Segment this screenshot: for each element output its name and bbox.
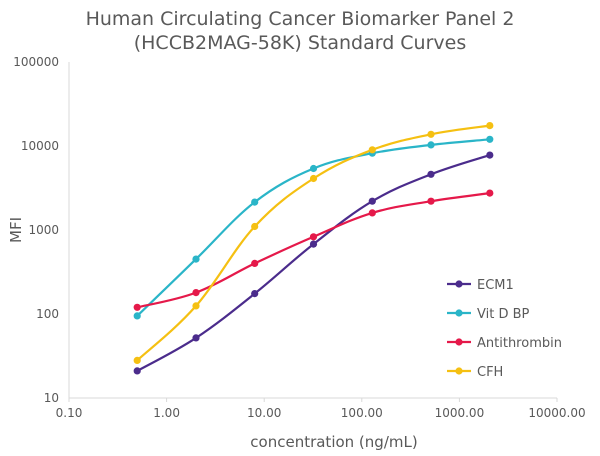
series-line-ecm1 — [136, 154, 491, 372]
series-line-antithrombin — [136, 192, 490, 309]
data-point-ecm1 — [133, 367, 141, 375]
x-tick-label: 0.10 — [56, 406, 83, 420]
data-point-antithrombin — [133, 303, 141, 311]
legend-label-cfh: CFH — [477, 365, 503, 380]
data-point-ecm1 — [368, 197, 376, 205]
data-point-antithrombin — [309, 233, 318, 241]
x-tick-label: 10000.00 — [528, 406, 585, 420]
x-tick-label: 10.00 — [247, 406, 281, 420]
y-tick-label: 1000 — [28, 223, 59, 237]
data-point-ecm1 — [486, 151, 494, 159]
chart-title-line-2: (HCCB2MAG-58K) Standard Curves — [133, 32, 467, 54]
legend-marker-vit-d-bp — [455, 309, 463, 317]
y-tick-label: 100 — [36, 307, 59, 321]
data-point-cfh — [251, 222, 259, 231]
data-point-cfh — [309, 174, 318, 183]
data-point-antithrombin — [486, 189, 494, 197]
data-point-ecm1 — [309, 240, 318, 248]
series-markers — [133, 122, 494, 375]
tick-labels: 0.10 1.00 10.00 100.00 1000.00 10000.00 10 100 1… — [13, 55, 585, 420]
data-point-cfh — [133, 356, 141, 364]
data-point-vit-d-bp — [309, 164, 318, 173]
legend-label-antithrombin: Antithrombin — [477, 336, 562, 351]
y-tick-label: 10 — [44, 391, 59, 405]
data-point-vit-d-bp — [192, 255, 200, 263]
data-point-vit-d-bp — [427, 141, 435, 149]
data-point-cfh — [368, 146, 376, 154]
legend-label-ecm1: ECM1 — [477, 278, 514, 293]
x-tick-label: 1.00 — [153, 406, 180, 420]
data-point-cfh — [192, 302, 200, 310]
chart-title-line-1: Human Circulating Cancer Biomarker Panel… — [85, 8, 515, 30]
y-tick-label: 100000 — [13, 55, 59, 69]
data-point-cfh — [427, 130, 435, 138]
x-axis-title: concentration (ng/mL) — [250, 433, 417, 451]
series-lines — [136, 124, 491, 372]
y-axis-title: MFI — [7, 217, 25, 243]
data-point-antithrombin — [192, 289, 200, 297]
data-point-vit-d-bp — [251, 198, 259, 206]
legend-marker-ecm1 — [455, 280, 463, 288]
x-tick-label: 100.00 — [341, 406, 383, 420]
data-point-vit-d-bp — [486, 135, 494, 143]
data-point-ecm1 — [427, 170, 435, 178]
legend-marker-antithrombin — [455, 338, 463, 346]
data-point-ecm1 — [192, 334, 200, 342]
data-point-vit-d-bp — [133, 312, 141, 320]
data-point-ecm1 — [251, 290, 259, 298]
legend-marker-cfh — [455, 367, 463, 375]
data-point-antithrombin — [251, 259, 259, 267]
x-tick-label: 1000.00 — [435, 406, 485, 420]
legend-label-vit-d-bp: Vit D BP — [477, 307, 530, 322]
data-point-antithrombin — [427, 197, 435, 205]
data-point-cfh — [486, 122, 494, 130]
y-tick-label: 10000 — [21, 139, 59, 153]
data-point-antithrombin — [368, 209, 376, 217]
legend: ECM1 Vit D BP Antithrombin CFH — [447, 278, 562, 380]
axes — [68, 62, 558, 402]
